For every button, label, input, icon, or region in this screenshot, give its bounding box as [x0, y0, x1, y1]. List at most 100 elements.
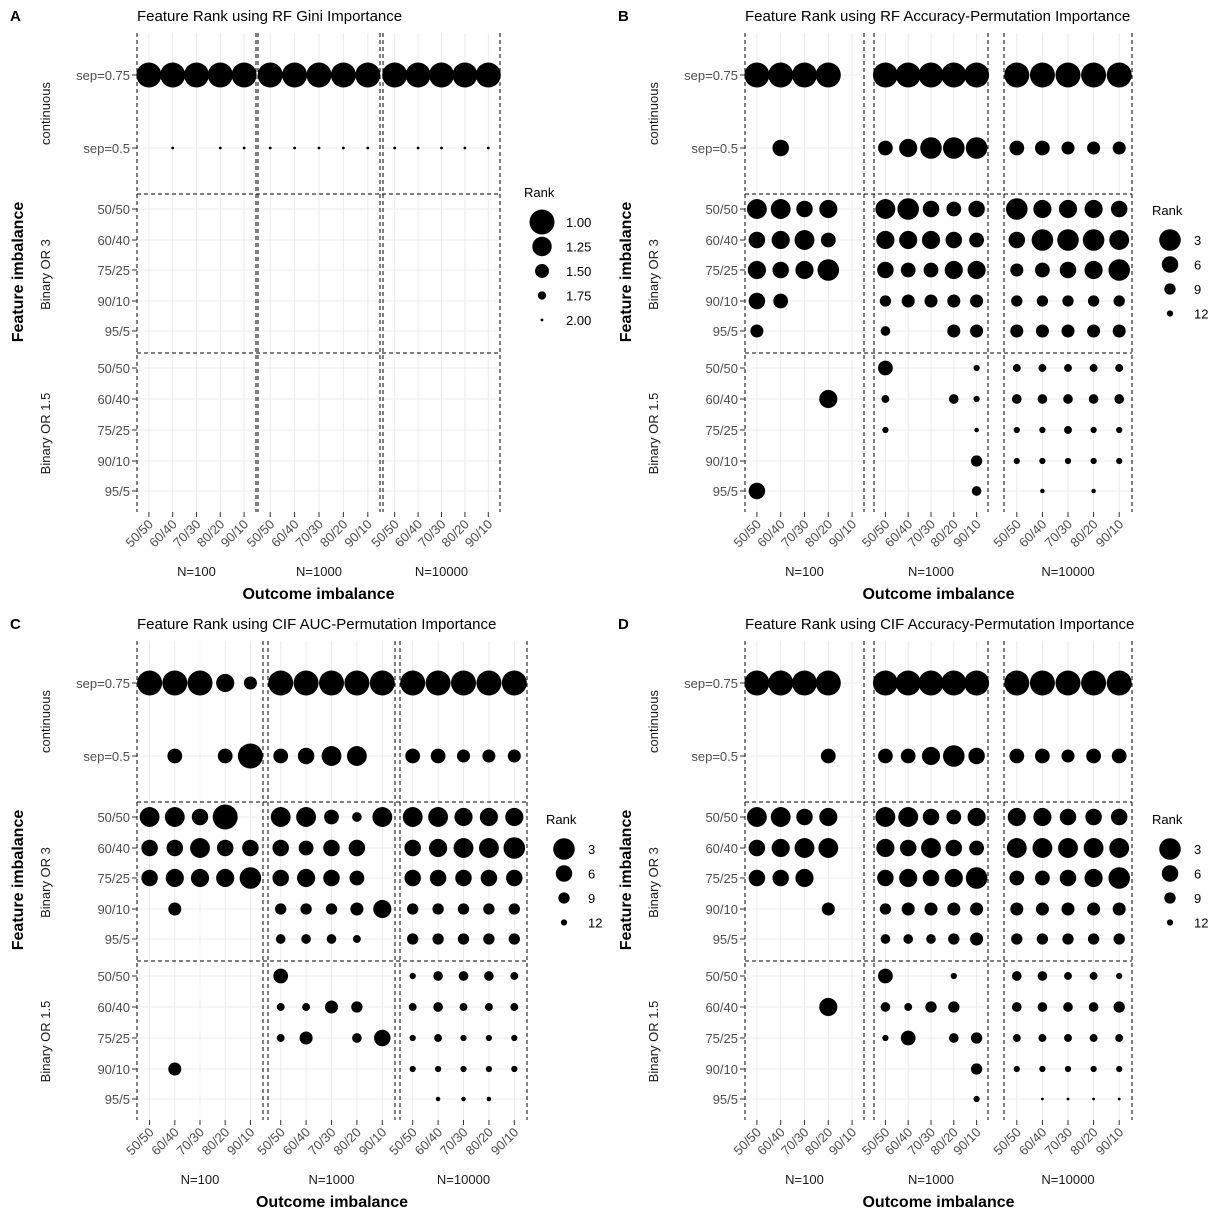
data-point: [1004, 670, 1030, 696]
y-tick-label: 90/10: [705, 902, 738, 917]
data-point: [946, 201, 962, 217]
x-tick-label: 90/10: [488, 1125, 522, 1159]
data-point: [872, 670, 898, 696]
data-point: [1035, 140, 1050, 156]
data-point: [456, 749, 471, 763]
data-point: [405, 748, 421, 764]
data-point: [400, 670, 426, 696]
data-point: [483, 903, 495, 915]
data-point: [1013, 457, 1020, 465]
y-tick-label: 90/10: [705, 454, 738, 469]
data-point: [925, 1001, 937, 1013]
facet-x-label: N=10000: [1041, 564, 1094, 579]
data-point: [1038, 1034, 1047, 1042]
x-axis-title: Outcome imbalance: [862, 586, 1014, 603]
data-point: [475, 62, 501, 88]
data-point: [1113, 933, 1125, 945]
data-point: [275, 934, 286, 944]
facet-x-label: N=1000: [309, 1172, 355, 1187]
data-point: [1013, 1065, 1020, 1073]
x-tick-label: 80/20: [462, 1125, 496, 1159]
legend-title: Rank: [524, 185, 555, 200]
data-point: [160, 62, 186, 88]
x-tick-label: 70/30: [305, 1125, 339, 1159]
data-point: [433, 1002, 443, 1012]
data-point: [483, 933, 495, 945]
data-point: [744, 670, 770, 696]
data-point: [1082, 229, 1105, 251]
data-point: [1057, 229, 1079, 251]
legend-key: [535, 264, 549, 278]
data-point: [1009, 748, 1025, 764]
data-point: [268, 670, 294, 696]
facet-x-label: N=1000: [908, 1172, 954, 1187]
data-point: [216, 868, 235, 888]
y-tick-label: 75/25: [97, 263, 130, 278]
y-tick-label: 75/25: [97, 871, 130, 886]
facet-borders: [744, 33, 1133, 512]
data-point: [1055, 62, 1081, 88]
data-point: [875, 807, 896, 827]
data-point: [1084, 260, 1103, 280]
data-point: [1012, 1034, 1021, 1042]
y-tick-label: 95/5: [713, 324, 738, 339]
data-point: [460, 1034, 467, 1042]
y-tick-label: 75/25: [705, 423, 738, 438]
data-point: [1113, 295, 1125, 307]
data-point: [970, 455, 983, 467]
chart-panel: D Feature Rank using CIF Accuracy-Permuta…: [618, 616, 1208, 1211]
data-point: [768, 670, 794, 696]
data-point: [1106, 62, 1132, 88]
data-point: [1033, 199, 1052, 219]
data-point: [432, 903, 444, 915]
y-tick-label: 90/10: [705, 294, 738, 309]
y-tick-label: sep=0.5: [691, 141, 738, 156]
data-point: [918, 670, 944, 696]
data-point: [1112, 141, 1126, 155]
chart-title: Feature Rank using RF Accuracy-Permutati…: [745, 8, 1130, 25]
y-tick-label: 50/50: [705, 969, 738, 984]
data-point: [1064, 426, 1072, 434]
data-point: [794, 838, 815, 858]
panel-letter: D: [618, 616, 629, 633]
legend-key: [558, 892, 570, 904]
data-point: [510, 972, 519, 980]
data-point: [1061, 141, 1075, 155]
data-point: [1111, 748, 1127, 764]
facet-x-label: N=10000: [1041, 1172, 1094, 1187]
legend: Rank 1.00 1.25 1.50 1.75 2.00: [524, 185, 591, 328]
data-point: [879, 295, 892, 307]
data-point: [921, 746, 941, 766]
x-tick-label: 60/40: [412, 1125, 446, 1159]
data-point: [166, 839, 184, 857]
data-point: [1058, 199, 1078, 219]
facet-y-label: continuous: [38, 82, 53, 145]
data-point: [970, 1063, 983, 1075]
y-tick-label: 75/25: [97, 1031, 130, 1046]
y-tick-label: sep=0.75: [76, 68, 130, 83]
data-point: [901, 294, 915, 308]
data-point: [407, 933, 419, 945]
data-point: [877, 261, 894, 279]
data-point: [317, 146, 321, 150]
chart-panel: B Feature Rank using RF Accuracy-Permutat…: [618, 8, 1208, 603]
data-point: [452, 62, 478, 88]
data-point: [819, 389, 838, 409]
data-point: [968, 747, 985, 765]
data-point: [1012, 364, 1021, 372]
data-point: [815, 670, 841, 696]
data-point: [323, 839, 340, 857]
y-tick-label: 95/5: [105, 932, 130, 947]
chart-title: Feature Rank using RF Gini Importance: [137, 8, 402, 25]
x-tick-label: 90/10: [1093, 517, 1127, 551]
data-point: [794, 230, 815, 250]
y-tick-label: 95/5: [105, 324, 130, 339]
legend-label: 12: [1194, 307, 1208, 322]
data-point: [1088, 394, 1099, 404]
data-point: [768, 62, 794, 88]
data-point: [218, 146, 222, 150]
data-point: [1059, 808, 1077, 826]
data-point: [748, 839, 766, 857]
data-point: [1004, 62, 1030, 88]
